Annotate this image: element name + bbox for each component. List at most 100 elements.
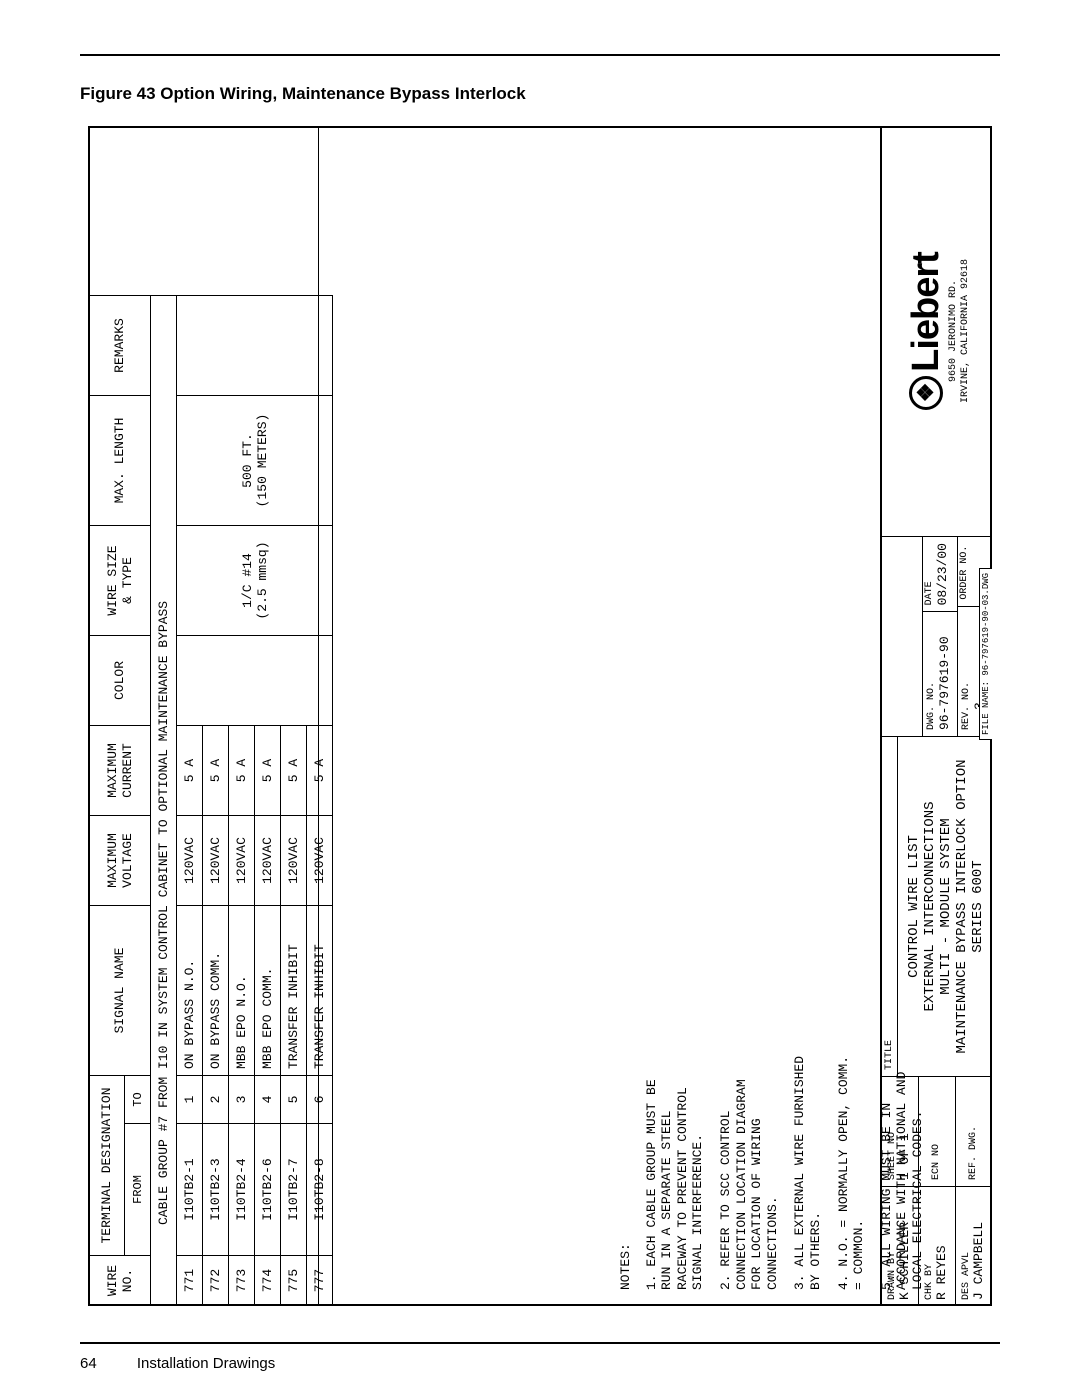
page-number: 64 bbox=[80, 1355, 97, 1372]
cell-color bbox=[177, 636, 333, 726]
tb-title-label: TITLE bbox=[884, 743, 896, 1070]
tb-title-line1: CONTROL WIRE LIST bbox=[906, 747, 922, 1066]
table-cell: 5 A bbox=[229, 726, 255, 816]
table-cell: 777 bbox=[307, 1256, 333, 1306]
tb-des-apvl: DES APVLJ CAMPBELL bbox=[956, 1187, 992, 1306]
tb-col-title: TITLE CONTROL WIRE LIST EXTERNAL INTERCO… bbox=[882, 736, 992, 1076]
liebert-address: 9650 JERONIMO RD. IRVINE, CALIFORNIA 926… bbox=[948, 259, 972, 403]
page-frame: Figure 43 Option Wiring, Maintenance Byp… bbox=[80, 54, 1000, 1334]
table-cell: TRANSFER INHIBIT bbox=[307, 906, 333, 1076]
title-block: DRAWN BYK SCHILLER CHK BYR REYES DES APV… bbox=[880, 126, 992, 1306]
col-color: COLOR bbox=[89, 636, 151, 726]
col-signal: SIGNAL NAME bbox=[89, 906, 151, 1076]
tb-title-line5: SERIES 600T bbox=[970, 747, 986, 1066]
table-cell: 1 bbox=[177, 1076, 203, 1124]
table-header-row: WIRE NO. TERMINAL DESIGNATION SIGNAL NAM… bbox=[89, 296, 125, 1306]
drawing-wrap: WIRE NO. TERMINAL DESIGNATION SIGNAL NAM… bbox=[88, 126, 992, 1306]
group-row-text: CABLE GROUP #7 FROM I10 IN SYSTEM CONTRO… bbox=[151, 296, 177, 1306]
table-cell: 120VAC bbox=[203, 816, 229, 906]
col-max-v-label: MAXIMUM VOLTAGE bbox=[105, 833, 135, 888]
tb-logo-cell: ❖ Liebert 9650 JERONIMO RD. IRVINE, CALI… bbox=[882, 126, 994, 536]
col-from: FROM bbox=[125, 1123, 151, 1255]
col-size-label: WIRE SIZE & TYPE bbox=[105, 545, 135, 615]
table-cell: 5 A bbox=[203, 726, 229, 816]
table-cell: 5 A bbox=[281, 726, 307, 816]
tb-chk-by: CHK BYR REYES bbox=[919, 1187, 956, 1306]
table-cell: MBB EPO N.O. bbox=[229, 906, 255, 1076]
tb-drawn-by: DRAWN BYK SCHILLER bbox=[882, 1187, 919, 1306]
col-max-v: MAXIMUM VOLTAGE bbox=[89, 816, 151, 906]
tb-order-label: ORDER NO. bbox=[959, 546, 970, 600]
table-cell: 5 A bbox=[255, 726, 281, 816]
col-wire-no-label: WIRE NO. bbox=[105, 1265, 135, 1296]
liebert-logo: ❖ Liebert bbox=[905, 252, 948, 410]
wire-table: WIRE NO. TERMINAL DESIGNATION SIGNAL NAM… bbox=[88, 295, 333, 1306]
table-cell: 120VAC bbox=[229, 816, 255, 906]
tb-col-names: DRAWN BYK SCHILLER CHK BYR REYES DES APV… bbox=[882, 1186, 992, 1306]
tb-title-line3: MULTI - MODULE SYSTEM bbox=[938, 747, 954, 1066]
table-cell: 772 bbox=[203, 1256, 229, 1306]
liebert-addr-line2: IRVINE, CALIFORNIA 92618 bbox=[960, 259, 972, 403]
table-row: 771I10TB2-11ON BYPASS N.O.120VAC5 A1/C #… bbox=[177, 296, 203, 1306]
footer-section: Installation Drawings bbox=[137, 1355, 275, 1372]
tb-ref: REF. DWG. bbox=[956, 1077, 992, 1186]
table-cell: I10TB2-1 bbox=[177, 1123, 203, 1255]
tb-sheet-val: 1 OF 1 bbox=[898, 1083, 913, 1180]
tb-col-dwg: DWG. NO.96-797619-90 DATE08/23/00 REV. N… bbox=[882, 536, 992, 736]
page-footer: 64 Installation Drawings bbox=[80, 1355, 275, 1372]
cell-max-length: 500 FT. (150 METERS) bbox=[177, 396, 333, 526]
table-cell: ON BYPASS COMM. bbox=[203, 906, 229, 1076]
table-bottom-rule bbox=[318, 126, 319, 1306]
drawing-sheet: WIRE NO. TERMINAL DESIGNATION SIGNAL NAM… bbox=[88, 126, 992, 1306]
col-term-des: TERMINAL DESIGNATION bbox=[89, 1076, 125, 1256]
table-cell: 3 bbox=[229, 1076, 255, 1124]
table-cell: 5 A bbox=[307, 726, 333, 816]
tb-col-sheet: SHEET NO1 OF 1 ECN NO REF. DWG. bbox=[882, 1076, 992, 1186]
table-cell: I10TB2-6 bbox=[255, 1123, 281, 1255]
tb-title-line4: MAINTENANCE BYPASS INTERLOCK OPTION bbox=[954, 747, 970, 1066]
note-item: 4. N.O. = NORMALLY OPEN, COMM. = COMMON. bbox=[836, 1050, 867, 1290]
table-cell: 2 bbox=[203, 1076, 229, 1124]
liebert-logo-icon: ❖ bbox=[909, 376, 943, 410]
tb-date-val: 08/23/00 bbox=[935, 543, 950, 605]
table-cell: 775 bbox=[281, 1256, 307, 1306]
col-max-c-label: MAXIMUM CURRENT bbox=[105, 743, 135, 798]
tb-title-line2: EXTERNAL INTERCONNECTIONS bbox=[922, 747, 938, 1066]
tb-ref-label: REF. DWG. bbox=[968, 1083, 980, 1180]
tb-spacer bbox=[882, 537, 923, 736]
tb-title-label-row: TITLE bbox=[882, 737, 898, 1076]
figure-title: Figure 43 Option Wiring, Maintenance Byp… bbox=[80, 84, 526, 104]
note-item: 1. EACH CABLE GROUP MUST BE RUN IN A SEP… bbox=[644, 1050, 706, 1290]
tb-dwg-row: DWG. NO.96-797619-90 DATE08/23/00 bbox=[923, 537, 958, 736]
cell-wire-size: 1/C #14 (2.5 mmsq) bbox=[177, 526, 333, 636]
table-cell: ON BYPASS N.O. bbox=[177, 906, 203, 1076]
tb-dwg-val: 96-797619-90 bbox=[937, 636, 952, 730]
col-to: TO bbox=[125, 1076, 151, 1124]
notes-title: NOTES: bbox=[618, 1050, 634, 1290]
col-max-c: MAXIMUM CURRENT bbox=[89, 726, 151, 816]
bottom-rule bbox=[80, 1342, 1000, 1344]
tb-filename: FILE NAME: 96-797619-90-03.DWG bbox=[979, 568, 992, 740]
tb-rev-label: REV. NO. bbox=[961, 682, 972, 730]
table-group-row: CABLE GROUP #7 FROM I10 IN SYSTEM CONTRO… bbox=[151, 296, 177, 1306]
col-size: WIRE SIZE & TYPE bbox=[89, 526, 151, 636]
table-cell: 6 bbox=[307, 1076, 333, 1124]
tb-sheet: SHEET NO1 OF 1 bbox=[882, 1077, 919, 1186]
table-cell: I10TB2-7 bbox=[281, 1123, 307, 1255]
tb-des-apvl-val: J CAMPBELL bbox=[972, 1193, 987, 1300]
note-item: 2. REFER TO SCC CONTROL CONNECTION LOCAT… bbox=[718, 1050, 780, 1290]
liebert-addr-line1: 9650 JERONIMO RD. bbox=[948, 259, 960, 403]
table-cell: 5 bbox=[281, 1076, 307, 1124]
tb-date-label: DATE bbox=[924, 581, 935, 605]
tb-dwg-label: DWG. NO. bbox=[926, 682, 937, 730]
table-cell: MBB EPO COMM. bbox=[255, 906, 281, 1076]
col-wire-no: WIRE NO. bbox=[89, 1256, 151, 1306]
table-cell: I10TB2-4 bbox=[229, 1123, 255, 1255]
table-cell: 774 bbox=[255, 1256, 281, 1306]
table-cell: 773 bbox=[229, 1256, 255, 1306]
liebert-logo-text: Liebert bbox=[905, 252, 948, 372]
cell-remarks bbox=[177, 296, 333, 396]
table-cell: 120VAC bbox=[281, 816, 307, 906]
table-cell: 4 bbox=[255, 1076, 281, 1124]
table-cell: I10TB2-3 bbox=[203, 1123, 229, 1255]
